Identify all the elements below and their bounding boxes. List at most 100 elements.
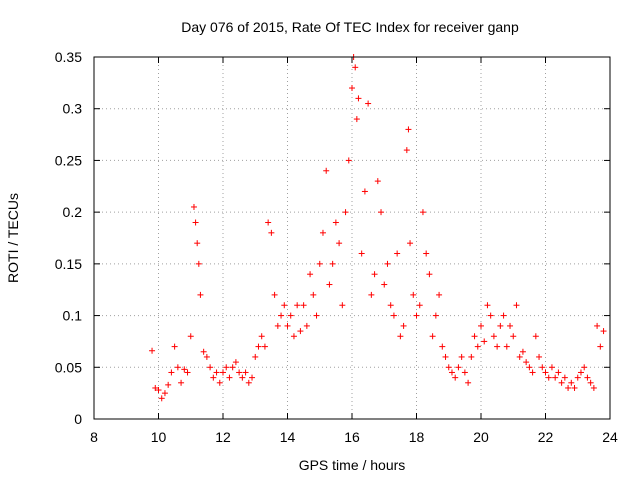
x-tick-label: 24 [602, 429, 618, 445]
data-point [487, 312, 494, 319]
data-point [268, 229, 275, 236]
data-point [194, 240, 201, 247]
data-point [223, 364, 230, 371]
data-point [390, 312, 397, 319]
data-point [187, 333, 194, 340]
data-point [239, 374, 246, 381]
data-point [452, 374, 459, 381]
data-point [184, 369, 191, 376]
data-point [545, 374, 552, 381]
data-point [584, 374, 591, 381]
data-point [236, 369, 243, 376]
data-point [387, 302, 394, 309]
data-point [195, 260, 202, 267]
data-point [203, 353, 210, 360]
data-point [290, 333, 297, 340]
data-point [258, 333, 265, 340]
data-point [303, 322, 310, 329]
data-point [229, 364, 236, 371]
data-point [300, 302, 307, 309]
data-point [378, 209, 385, 216]
data-point [381, 281, 388, 288]
data-point [426, 271, 433, 278]
data-point [568, 379, 575, 386]
data-point [261, 343, 268, 350]
grid [94, 57, 610, 419]
x-tick-label: 8 [90, 429, 98, 445]
data-point [429, 333, 436, 340]
data-point [445, 364, 452, 371]
data-point [436, 291, 443, 298]
y-tick-label: 0.05 [55, 359, 82, 375]
data-point [181, 366, 188, 373]
data-point [552, 374, 559, 381]
data-points [149, 54, 607, 402]
y-axis-label: ROTI / TECUs [5, 193, 21, 283]
data-point [368, 291, 375, 298]
data-point [174, 364, 181, 371]
data-point [287, 312, 294, 319]
data-point [571, 384, 578, 391]
x-tick-label: 20 [473, 429, 489, 445]
data-point [197, 291, 204, 298]
data-point [323, 167, 330, 174]
y-tick-label: 0.3 [63, 101, 83, 117]
data-point [316, 260, 323, 267]
data-point [207, 364, 214, 371]
y-tick-label: 0.15 [55, 256, 82, 272]
data-point [561, 374, 568, 381]
data-point [294, 302, 301, 309]
data-point [432, 312, 439, 319]
data-point [358, 250, 365, 257]
data-point [307, 271, 314, 278]
data-point [190, 203, 197, 210]
data-point [536, 353, 543, 360]
data-point [581, 364, 588, 371]
data-point [468, 353, 475, 360]
data-point [594, 322, 601, 329]
data-point [590, 384, 597, 391]
data-point [513, 302, 520, 309]
data-point [232, 359, 239, 366]
x-tick-label: 14 [280, 429, 296, 445]
data-point [326, 281, 333, 288]
y-tick-label: 0.2 [63, 204, 83, 220]
data-point [255, 343, 262, 350]
data-point [274, 322, 281, 329]
y-tick-label: 0 [74, 411, 82, 427]
data-point [403, 147, 410, 154]
data-point [155, 387, 162, 394]
y-tick-label: 0.35 [55, 49, 82, 65]
data-point [471, 333, 478, 340]
data-point [448, 369, 455, 376]
data-point [271, 291, 278, 298]
data-point [371, 271, 378, 278]
data-point [220, 369, 226, 376]
data-point [490, 333, 497, 340]
data-point [249, 374, 256, 381]
data-point [365, 100, 372, 107]
data-point [410, 291, 417, 298]
data-point [284, 322, 291, 329]
data-point [577, 369, 584, 376]
chart-title: Day 076 of 2015, Rate Of TEC Index for r… [181, 19, 519, 35]
data-point [345, 157, 352, 164]
data-point [574, 374, 581, 381]
data-point [171, 343, 178, 350]
data-point [548, 364, 555, 371]
data-point [161, 390, 168, 397]
x-tick-label: 12 [215, 429, 231, 445]
data-point [516, 353, 523, 360]
data-point [213, 369, 220, 376]
data-point [245, 379, 252, 386]
data-point [384, 260, 391, 267]
data-point [361, 188, 368, 195]
data-point [278, 312, 285, 319]
x-tick-label: 10 [151, 429, 167, 445]
data-point [407, 240, 414, 247]
data-point [242, 369, 249, 376]
data-point [481, 338, 488, 345]
data-point [152, 384, 159, 391]
data-point [210, 374, 217, 381]
